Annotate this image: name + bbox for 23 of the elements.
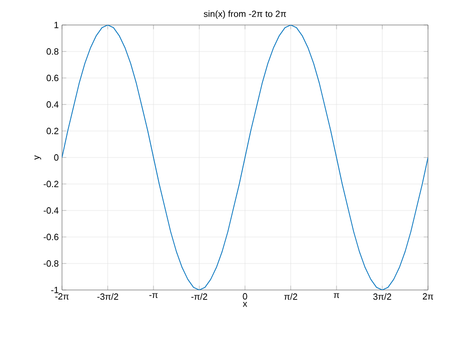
y-tick-label: 0.4 bbox=[46, 101, 59, 108]
y-tick-label: 0 bbox=[54, 154, 58, 161]
x-tick-label: π bbox=[334, 293, 340, 298]
chart-title: sin(x) from -2π to 2π bbox=[204, 10, 286, 19]
y-tick-label: 1 bbox=[54, 22, 58, 28]
y-tick-label: -0.6 bbox=[44, 234, 58, 240]
x-tick-label: π/2 bbox=[284, 293, 298, 300]
y-axis-title: y bbox=[34, 155, 42, 160]
y-tick-label: -1 bbox=[51, 286, 58, 294]
y-tick-label: -0.4 bbox=[44, 207, 59, 214]
x-tick-label: 0 bbox=[242, 293, 248, 300]
x-tick-label: 2π bbox=[422, 293, 434, 300]
y-tick-label: 0.6 bbox=[46, 74, 58, 82]
y-tick-label: 0.2 bbox=[46, 128, 58, 134]
x-tick-label: 3π/2 bbox=[373, 293, 392, 300]
y-tick-label: -0.2 bbox=[44, 180, 58, 188]
x-tick-label: -π/2 bbox=[191, 293, 208, 300]
x-axis-title: x bbox=[242, 302, 248, 307]
y-tick-label: 0.8 bbox=[46, 48, 58, 55]
x-tick-label: -3π/2 bbox=[97, 293, 118, 300]
x-tick-label: -π bbox=[149, 293, 158, 298]
y-tick-label: -0.8 bbox=[44, 260, 58, 267]
x-tick-label: -2π bbox=[55, 293, 69, 300]
